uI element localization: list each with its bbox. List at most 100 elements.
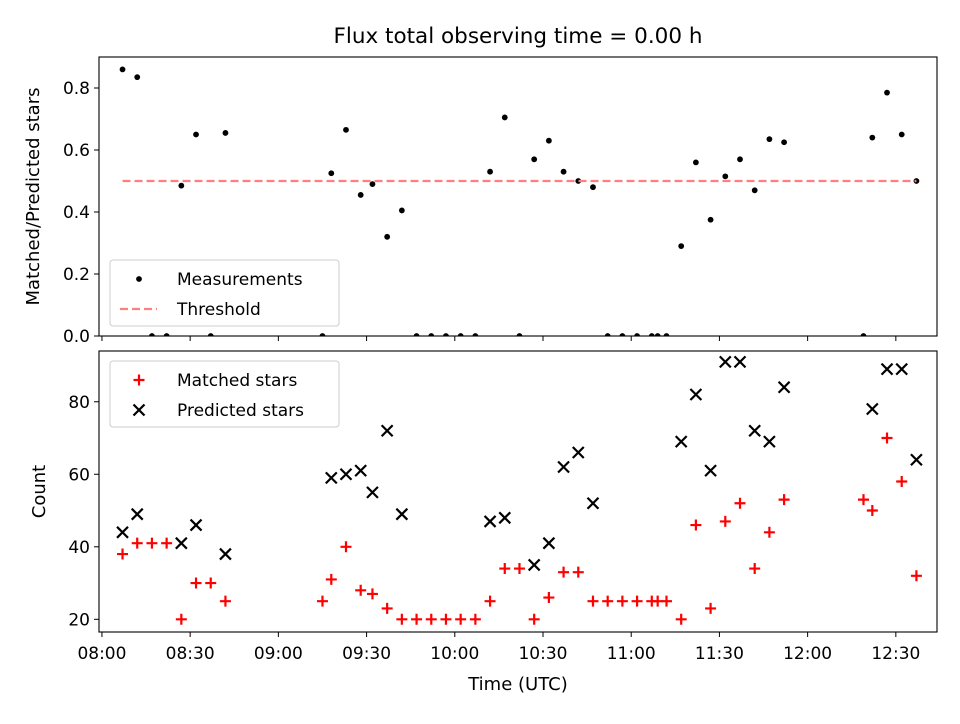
data-point bbox=[207, 333, 214, 336]
bottom-panel: 20 40 60 80 08:00 08:30 09:00 09:30 10:00 10:30 11… bbox=[29, 350, 938, 664]
data-point bbox=[660, 595, 672, 607]
data-point bbox=[487, 168, 493, 175]
data-point bbox=[340, 541, 352, 553]
legend-label: Measurements bbox=[177, 270, 303, 290]
y-axis-label: Count bbox=[29, 465, 50, 518]
legend: Matched stars Predicted stars bbox=[109, 360, 340, 428]
data-point bbox=[325, 573, 337, 585]
data-point bbox=[675, 613, 687, 625]
data-point bbox=[910, 570, 922, 582]
y-tick-label: 40 bbox=[68, 538, 90, 558]
data-point bbox=[499, 563, 511, 575]
data-point bbox=[654, 333, 661, 336]
data-point bbox=[455, 613, 467, 625]
data-point bbox=[866, 505, 878, 517]
data-point bbox=[766, 136, 773, 143]
legend: Measurements Threshold bbox=[109, 259, 340, 327]
data-point bbox=[411, 613, 423, 625]
data-point bbox=[543, 592, 555, 604]
data-point bbox=[674, 435, 688, 448]
data-point bbox=[707, 216, 714, 223]
data-point bbox=[634, 333, 640, 336]
x-tick-label: 12:30 bbox=[871, 644, 920, 664]
y-tick-label: 0.2 bbox=[63, 265, 90, 285]
data-point bbox=[117, 548, 129, 560]
data-point bbox=[134, 74, 141, 81]
data-point bbox=[690, 519, 702, 531]
data-point bbox=[558, 566, 570, 578]
data-point bbox=[428, 333, 435, 336]
data-point bbox=[219, 595, 231, 607]
legend-label: Threshold bbox=[176, 300, 261, 320]
data-point bbox=[648, 333, 655, 336]
data-point bbox=[884, 89, 890, 96]
data-point bbox=[737, 156, 743, 163]
chart-title: Flux total observing time = 0.00 h bbox=[334, 24, 703, 49]
data-point bbox=[545, 137, 552, 144]
plot-area bbox=[119, 66, 920, 336]
data-point bbox=[398, 207, 405, 214]
x-tick-label: 12:00 bbox=[783, 644, 832, 664]
data-point bbox=[575, 178, 582, 184]
data-point bbox=[619, 333, 626, 336]
data-point bbox=[440, 613, 452, 625]
data-point bbox=[175, 613, 187, 625]
x-tick-label: 08:30 bbox=[166, 644, 215, 664]
data-point bbox=[354, 464, 367, 477]
data-point bbox=[130, 507, 144, 521]
data-point bbox=[516, 333, 523, 336]
data-point bbox=[357, 192, 364, 198]
y-tick-label: 0.0 bbox=[63, 327, 90, 347]
data-point bbox=[733, 355, 747, 369]
data-point bbox=[734, 497, 746, 509]
data-point bbox=[366, 588, 378, 600]
data-point bbox=[722, 173, 729, 180]
x-tick-label: 08:00 bbox=[77, 644, 126, 664]
x-tick-label: 11:30 bbox=[695, 644, 744, 664]
plot-area bbox=[116, 355, 923, 625]
data-point bbox=[689, 388, 703, 401]
data-point bbox=[542, 536, 556, 550]
data-point bbox=[484, 595, 496, 607]
data-point bbox=[116, 526, 129, 539]
legend-dot-swatch bbox=[136, 276, 142, 282]
data-point bbox=[146, 537, 158, 549]
data-point bbox=[881, 432, 893, 444]
y-tick-label: 60 bbox=[68, 465, 90, 485]
legend-x-swatch bbox=[132, 403, 146, 417]
data-point bbox=[501, 114, 508, 121]
data-point bbox=[178, 182, 185, 189]
data-point bbox=[778, 494, 790, 506]
data-point bbox=[898, 131, 905, 138]
legend-box bbox=[109, 259, 340, 327]
data-point bbox=[457, 333, 464, 336]
data-point bbox=[316, 595, 328, 607]
data-point bbox=[705, 602, 717, 614]
data-point bbox=[343, 126, 349, 133]
data-point bbox=[193, 131, 199, 138]
data-point bbox=[557, 460, 570, 474]
data-point bbox=[469, 613, 481, 625]
legend-plus-swatch bbox=[133, 374, 145, 386]
legend-label: Matched stars bbox=[177, 371, 297, 391]
data-point bbox=[175, 536, 188, 550]
data-point bbox=[369, 181, 376, 188]
x-tick-label: 09:30 bbox=[342, 644, 391, 664]
y-tick-label: 0.6 bbox=[63, 141, 90, 161]
data-point bbox=[161, 537, 173, 549]
data-point bbox=[527, 558, 541, 572]
y-tick-label: 0.8 bbox=[63, 79, 90, 99]
series-matched-stars bbox=[117, 432, 922, 625]
data-point bbox=[748, 424, 761, 438]
data-point bbox=[572, 566, 584, 578]
data-point bbox=[189, 518, 203, 532]
legend-box bbox=[109, 360, 340, 428]
data-point bbox=[380, 424, 394, 438]
data-point bbox=[381, 602, 393, 614]
data-point bbox=[880, 362, 894, 376]
data-point bbox=[219, 547, 232, 561]
data-point bbox=[319, 333, 326, 336]
x-tick-label: 09:00 bbox=[254, 644, 303, 664]
